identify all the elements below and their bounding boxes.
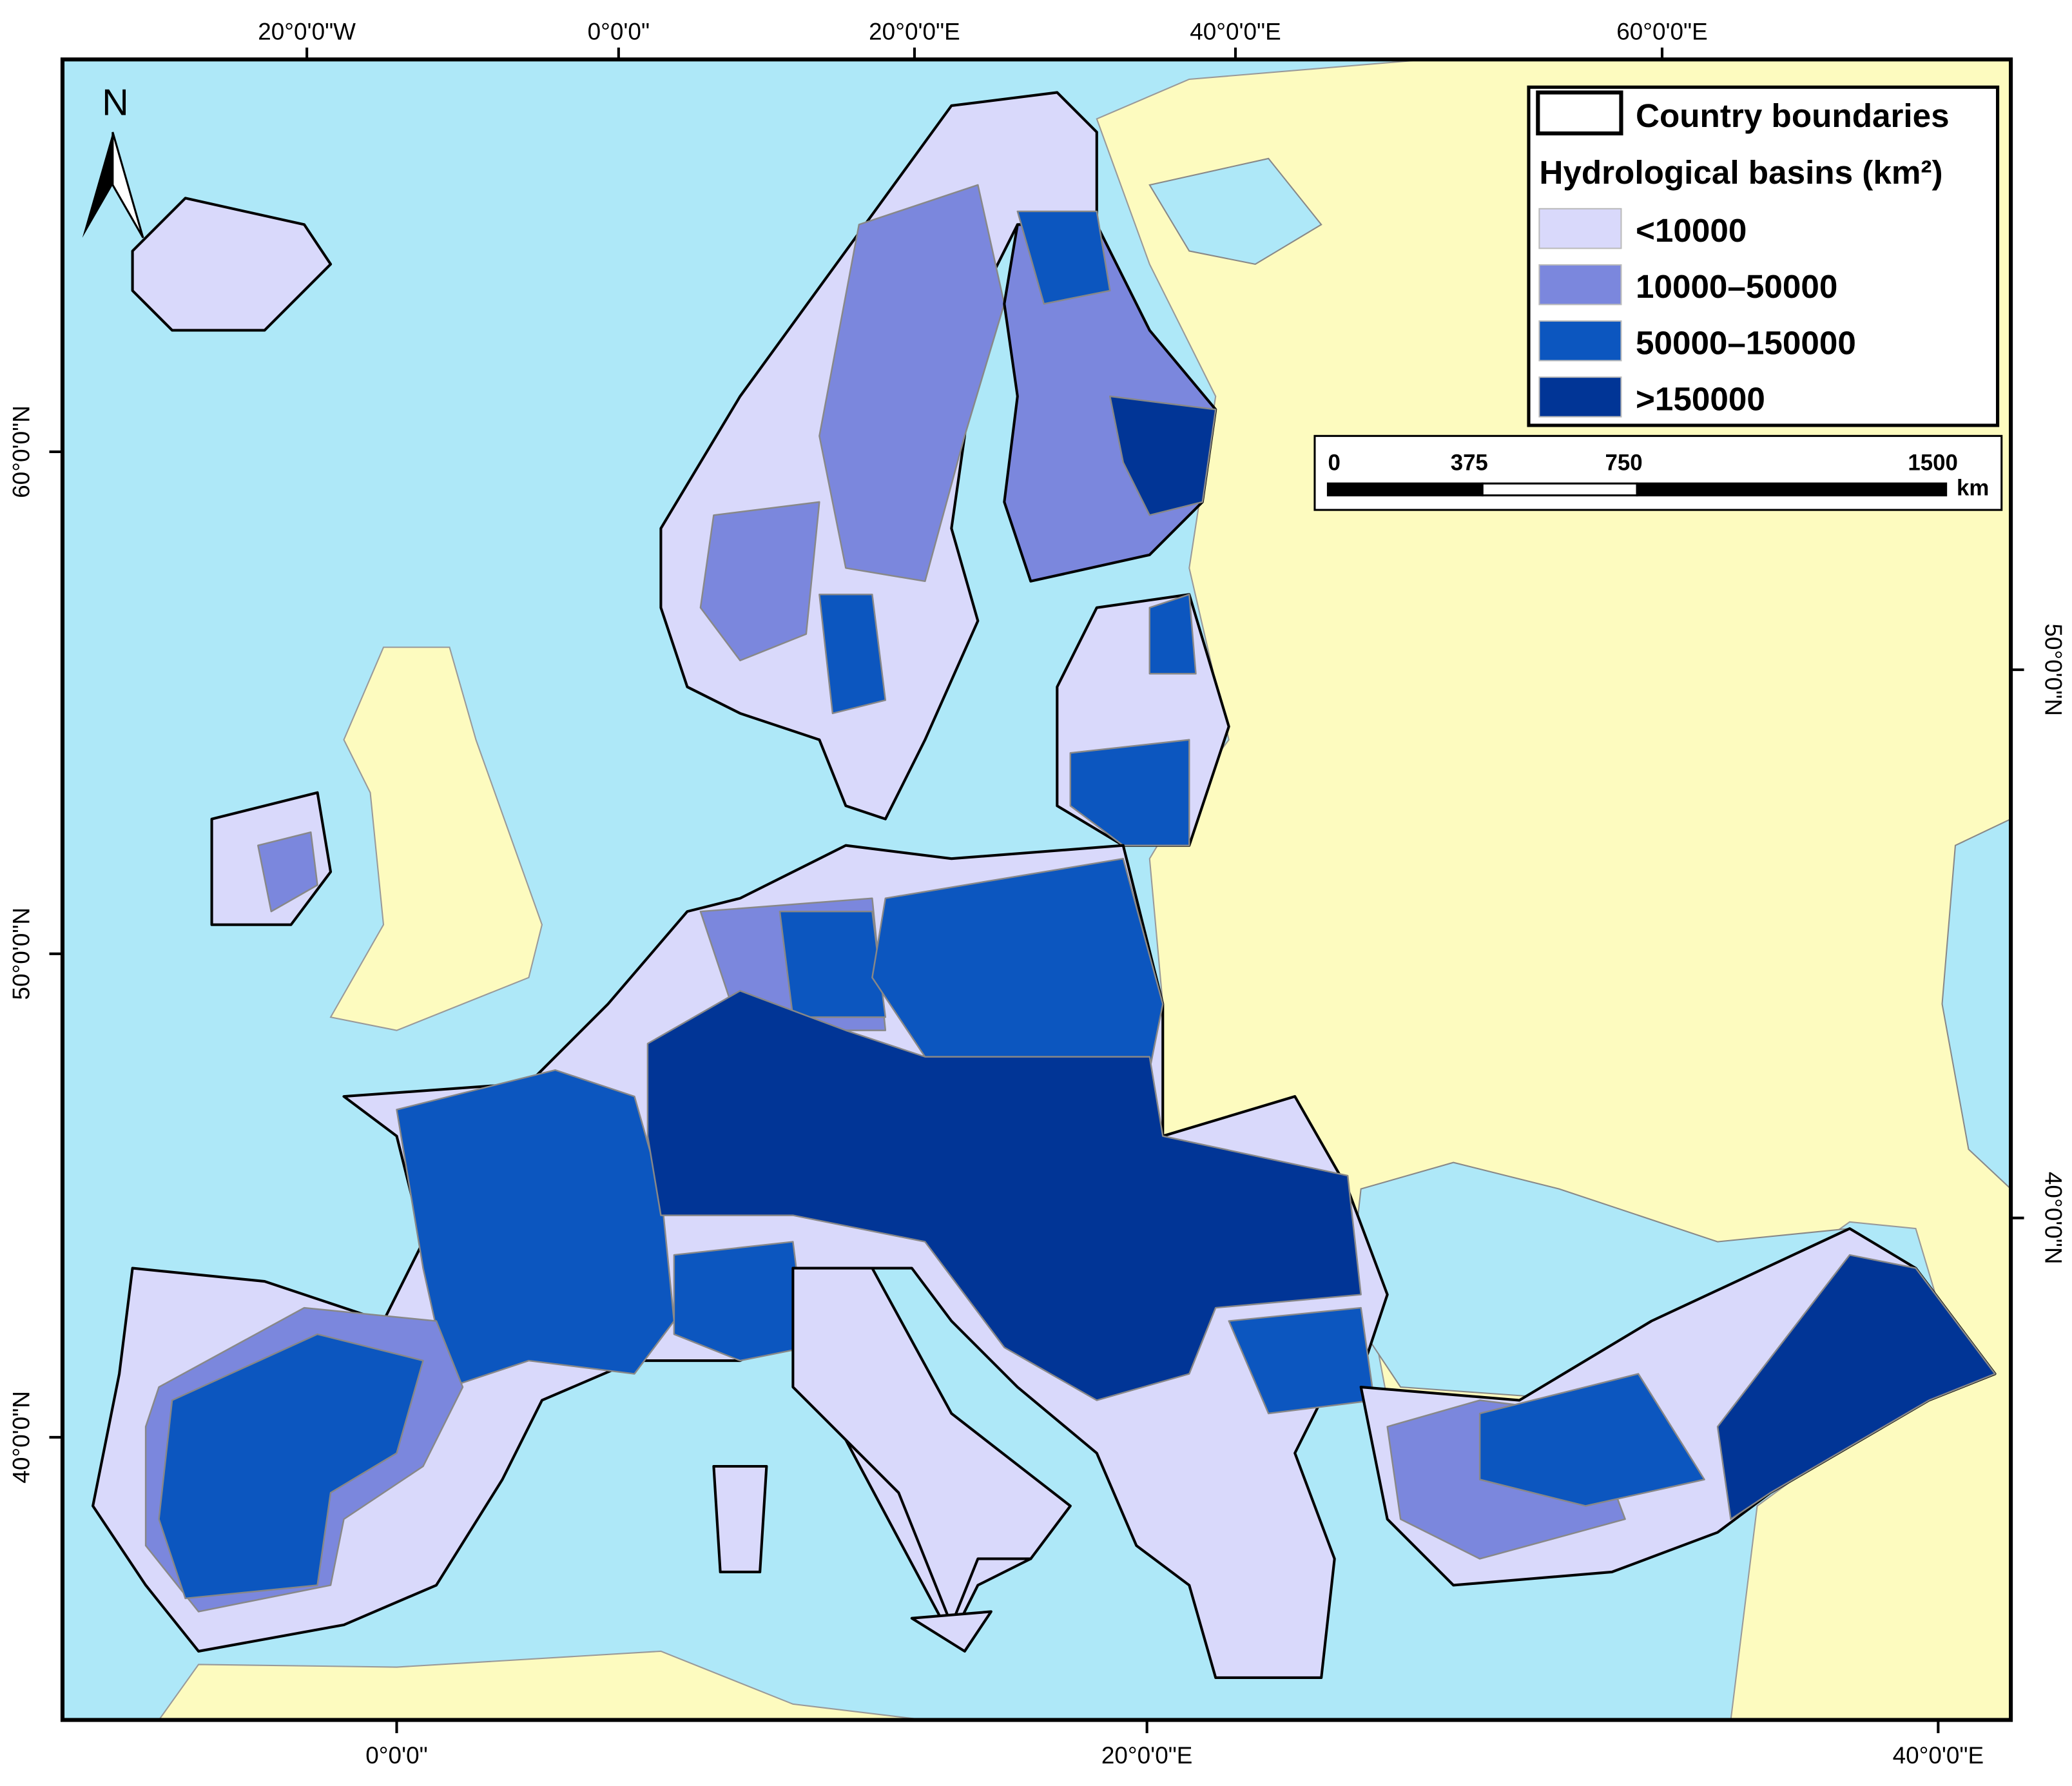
scale-label: 1500	[1908, 451, 1957, 476]
top-graticule-label: 20°0'0"W	[258, 18, 356, 44]
scale-label: 375	[1451, 451, 1488, 476]
top-graticule-label: 40°0'0"E	[1190, 18, 1281, 44]
scale-segment	[1481, 482, 1638, 497]
scale-label: 750	[1605, 451, 1642, 476]
north-label: N	[102, 82, 128, 123]
north-arrow: N	[82, 82, 144, 238]
top-graticule-label: 60°0'0"E	[1616, 18, 1708, 44]
legend-label: 10000–50000	[1636, 268, 1837, 305]
legend-label: >150000	[1636, 380, 1765, 417]
bottom-graticule-label: 20°0'0"E	[1101, 1742, 1193, 1769]
legend-swatch	[1538, 208, 1622, 249]
scale-label: 0	[1328, 451, 1340, 476]
basins	[92, 91, 1997, 1679]
left-graticule-label: 40°0'0"N	[8, 1391, 35, 1484]
left-graticule-label: 60°0'0"N	[8, 405, 35, 498]
top-graticule-label: 0°0'0"	[588, 18, 650, 44]
legend-label: 50000–150000	[1636, 324, 1856, 361]
bottom-graticule-label: 40°0'0"E	[1893, 1742, 1984, 1769]
bottom-graticule-label: 0°0'0"	[365, 1742, 427, 1769]
boundary-swatch	[1536, 90, 1623, 136]
scale-unit: km	[1957, 476, 1989, 501]
graticule: 20°0'0"W 0°0'0" 20°0'0"E 40°0'0"E 60°0'0"E 0°…	[8, 18, 2067, 1769]
legend-swatch	[1538, 376, 1622, 418]
legend-title: Hydrological basins (km²)	[1539, 154, 1942, 191]
top-graticule-label: 20°0'0"E	[869, 18, 960, 44]
legend: Country boundaries Hydrological basins (…	[1527, 85, 2000, 427]
right-graticule-label: 50°0'0"N	[2040, 623, 2066, 716]
right-graticule-label: 40°0'0"N	[2040, 1172, 2066, 1265]
legend-swatch	[1538, 320, 1622, 362]
map-frame	[60, 57, 2013, 1722]
scale-segment	[1326, 482, 1484, 497]
scale-segment	[1636, 482, 1948, 497]
legend-boundary: Country boundaries	[1636, 97, 1950, 134]
legend-label: <10000	[1636, 212, 1747, 249]
legend-swatch	[1538, 264, 1622, 306]
left-graticule-label: 50°0'0"N	[8, 908, 35, 1000]
